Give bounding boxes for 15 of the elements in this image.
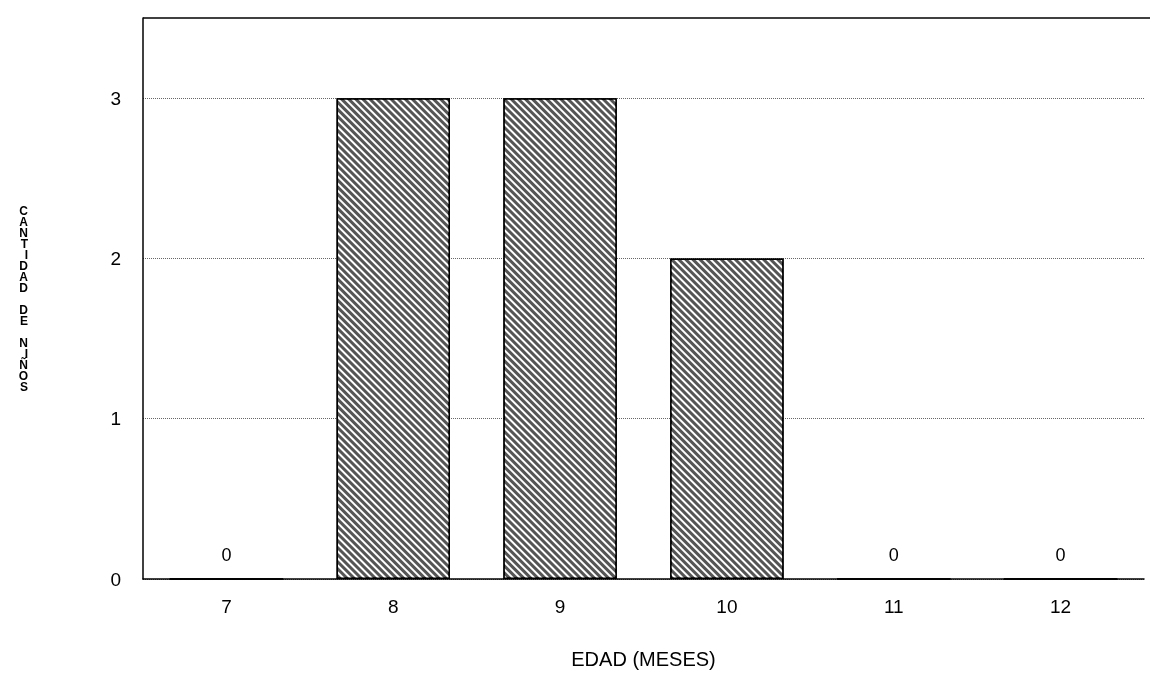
x-tick-label: 12 [1050,596,1072,617]
y-tick-label: 3 [110,87,121,109]
x-tick-label: 9 [554,596,566,617]
y-tick-label: 2 [110,247,121,269]
x-tick-label: 10 [716,596,738,617]
x-tick-label: 11 [883,596,904,617]
data-label: 0 [888,545,899,566]
y-tick-label: 1 [110,408,121,430]
x-axis-title: EDAD (MESES) [571,648,716,670]
data-label: 0 [221,545,232,566]
data-label: 0 [1055,545,1066,566]
text: CANTIDAD DE NIÑOS [18,203,28,394]
y-tick-label: 0 [110,568,121,590]
x-tick-label: 7 [221,596,232,617]
x-tick-label: 8 [387,596,399,617]
